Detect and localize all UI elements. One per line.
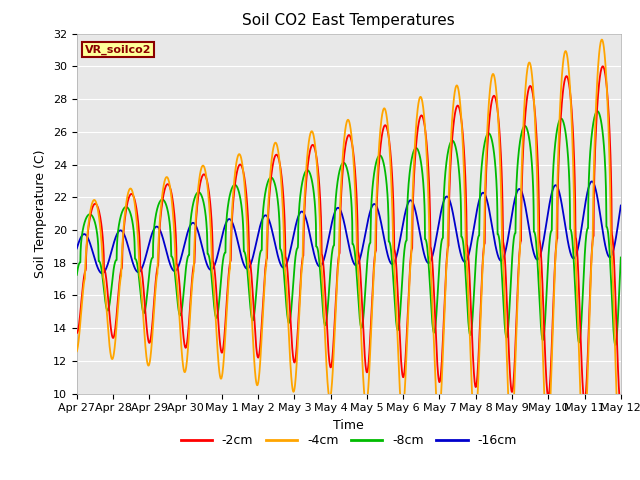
Text: VR_soilco2: VR_soilco2	[85, 44, 152, 55]
Legend: -2cm, -4cm, -8cm, -16cm: -2cm, -4cm, -8cm, -16cm	[175, 429, 522, 452]
Title: Soil CO2 East Temperatures: Soil CO2 East Temperatures	[243, 13, 455, 28]
Y-axis label: Soil Temperature (C): Soil Temperature (C)	[35, 149, 47, 278]
X-axis label: Time: Time	[333, 419, 364, 432]
